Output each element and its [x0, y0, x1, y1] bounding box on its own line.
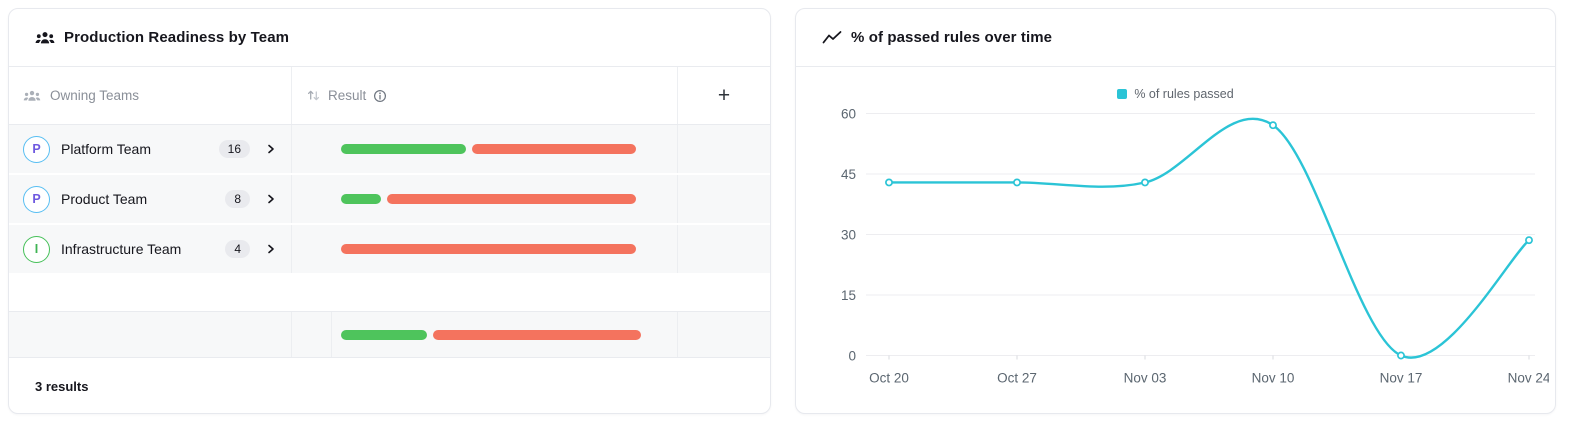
y-axis-tick-label: 45	[841, 167, 856, 182]
data-point-marker[interactable]	[885, 178, 893, 187]
x-axis-tick-label: Nov 17	[1380, 371, 1423, 386]
table-footer: 3 results	[9, 358, 770, 413]
avatar: P	[23, 185, 50, 213]
x-axis-tick-label: Nov 10	[1252, 371, 1295, 386]
result-cell	[292, 125, 678, 173]
owning-teams-icon	[23, 89, 41, 103]
column-header-owning-teams[interactable]: Owning Teams	[9, 67, 292, 124]
spacer-row	[9, 275, 770, 311]
x-axis-tick-label: Oct 27	[997, 371, 1037, 386]
summary-empty-cell	[292, 312, 332, 357]
card-header: Production Readiness by Team	[9, 9, 770, 67]
column-header-result[interactable]: Result	[292, 67, 678, 124]
avatar: I	[23, 235, 50, 263]
chevron-right-icon[interactable]	[265, 243, 277, 255]
pass-fail-bar	[341, 144, 636, 154]
data-point-marker[interactable]	[1141, 178, 1149, 187]
team-cell: P Platform Team 16	[9, 125, 292, 173]
add-column-header: +	[678, 67, 770, 124]
x-axis-tick-label: Oct 20	[869, 371, 909, 386]
data-point-marker[interactable]	[1397, 351, 1405, 360]
team-cell: P Product Team 8	[9, 175, 292, 223]
passed-bar-segment	[341, 194, 381, 204]
data-point-marker[interactable]	[1525, 236, 1533, 245]
chevron-right-icon[interactable]	[265, 143, 277, 155]
summary-row	[9, 311, 770, 358]
table-header: Owning Teams Result	[9, 67, 770, 125]
passed-bar-segment	[341, 144, 467, 154]
failed-bar-segment	[386, 194, 636, 204]
y-axis-tick-label: 60	[841, 107, 856, 122]
x-axis-tick-label: Nov 24	[1508, 371, 1549, 386]
legend-label: % of rules passed	[1134, 87, 1234, 101]
result-cell	[292, 225, 678, 273]
pass-fail-bar	[341, 194, 636, 204]
add-column-button[interactable]: +	[717, 84, 731, 107]
empty-cell	[678, 225, 770, 273]
team-cell: I Infrastructure Team 4	[9, 225, 292, 273]
summary-result-cell	[332, 312, 678, 357]
chart-legend: % of rules passed	[796, 87, 1555, 101]
card-title: Production Readiness by Team	[64, 29, 290, 46]
data-point-marker[interactable]	[1013, 178, 1021, 187]
table-row-infrastructure-team[interactable]: I Infrastructure Team 4	[9, 225, 770, 275]
result-cell	[292, 175, 678, 223]
column-label-owning-teams: Owning Teams	[50, 88, 140, 103]
chevron-right-icon[interactable]	[265, 193, 277, 205]
production-readiness-card: Production Readiness by Team Owning Team…	[8, 8, 771, 414]
chart-area: % of rules passed 0 15 30 45 60 Oct 20 Oct 27 N…	[796, 67, 1555, 413]
summary-pass-fail-bar	[341, 329, 641, 340]
table-row-product-team[interactable]: P Product Team 8	[9, 175, 770, 225]
failed-bar-segment	[341, 244, 636, 254]
column-label-result: Result	[328, 88, 367, 103]
y-axis-tick-label: 15	[841, 288, 856, 303]
y-axis-tick-label: 30	[841, 228, 856, 243]
avatar: P	[23, 135, 50, 163]
line-chart: 0 15 30 45 60 Oct 20 Oct 27 Nov 03 Nov 10 Nov 17 N…	[841, 107, 1549, 386]
failed-bar-segment	[432, 329, 641, 340]
x-axis-tick-label: Nov 03	[1124, 371, 1167, 386]
card-title: % of passed rules over time	[851, 29, 1053, 46]
table-row-platform-team[interactable]: P Platform Team 16	[9, 125, 770, 175]
team-name: Infrastructure Team	[61, 241, 182, 257]
rule-count-badge: 4	[225, 240, 250, 258]
data-point-marker[interactable]	[1269, 121, 1277, 130]
legend-swatch	[1117, 89, 1128, 99]
info-icon[interactable]	[373, 89, 387, 103]
summary-empty-cell	[9, 312, 292, 357]
series-line	[887, 117, 1531, 359]
sort-icon[interactable]	[306, 88, 321, 103]
trend-line-icon	[822, 30, 842, 45]
rule-count-badge: 8	[225, 190, 250, 208]
y-axis-tick-label: 0	[848, 349, 856, 364]
team-name: Platform Team	[61, 141, 151, 157]
passed-rules-chart-card: % of passed rules over time % of rules p…	[795, 8, 1556, 414]
empty-cell	[678, 175, 770, 223]
empty-cell	[678, 125, 770, 173]
team-icon	[35, 30, 55, 46]
team-name: Product Team	[61, 191, 148, 207]
results-count: 3 results	[35, 378, 89, 394]
summary-empty-cell	[678, 312, 770, 357]
failed-bar-segment	[472, 144, 636, 154]
pass-fail-bar	[341, 244, 636, 254]
card-header: % of passed rules over time	[796, 9, 1555, 67]
rule-count-badge: 16	[218, 140, 250, 158]
passed-bar-segment	[341, 329, 427, 340]
